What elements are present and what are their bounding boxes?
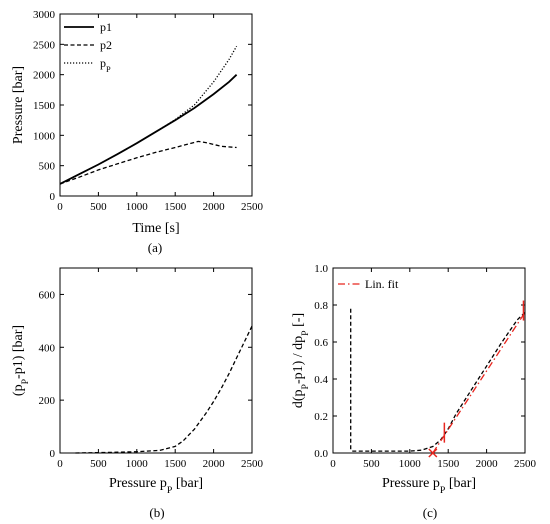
label-part: [bar] bbox=[172, 476, 203, 491]
y-tick-label: 0.4 bbox=[314, 374, 328, 386]
subscript: P bbox=[440, 485, 446, 496]
legend-label: Lin. fit bbox=[365, 277, 399, 291]
panel-a-time-pressure: 0 500 1000 1500 2000 2500 0 500 1000 1500 2000 2500… bbox=[11, 9, 264, 236]
label-part: p bbox=[100, 56, 106, 70]
y-tick-label: 0.0 bbox=[314, 448, 328, 460]
y-tick-label: 1000 bbox=[33, 130, 56, 142]
x-tick-label: 2000 bbox=[203, 201, 226, 213]
y-tick-label: 1.0 bbox=[314, 263, 328, 275]
series-line-1 bbox=[59, 140, 237, 185]
y-tick-label: 0 bbox=[50, 448, 56, 460]
x-tick-label: 500 bbox=[363, 458, 380, 470]
label-part: -p1) / dp bbox=[291, 336, 306, 384]
subscript: P bbox=[167, 485, 173, 496]
y-tick-label: 0 bbox=[50, 191, 56, 203]
y-tick-label: 0.8 bbox=[314, 300, 328, 312]
caption-c: (c) bbox=[423, 505, 437, 520]
x-tick-label: 2500 bbox=[514, 458, 537, 470]
panel-b-pressure-difference: 0 500 1000 1500 2000 2500 0 200 400 600 Pressure p… bbox=[11, 267, 264, 496]
plot-frame bbox=[332, 267, 526, 454]
y-tick-label: 600 bbox=[39, 289, 56, 301]
x-axis-label: Time [s] bbox=[132, 221, 179, 236]
y-axis-label: (pP-p1) [bar] bbox=[11, 325, 31, 396]
y-tick-label: 400 bbox=[39, 342, 56, 354]
x-tick-label: 1000 bbox=[126, 458, 149, 470]
label-part: -p1) [bar] bbox=[11, 325, 26, 379]
caption-b: (b) bbox=[149, 505, 164, 520]
x-tick-label: 0 bbox=[57, 201, 63, 213]
panel-c-derivative: 0 500 1000 1500 2000 2500 0.0 0.2 0.4 0.6 0.8 1.0 Pr… bbox=[291, 263, 537, 496]
label-part: (p bbox=[11, 384, 26, 396]
x-tick-label: 2500 bbox=[241, 458, 264, 470]
x-axis-label: Pressure pP [bar] bbox=[109, 476, 203, 496]
y-tick-label: 500 bbox=[39, 161, 56, 173]
x-tick-label: 1500 bbox=[164, 201, 187, 213]
x-tick-label: 500 bbox=[90, 458, 107, 470]
y-tick-label: 2000 bbox=[33, 70, 56, 82]
x-tick-label: 2000 bbox=[476, 458, 499, 470]
y-tick-label: 200 bbox=[39, 395, 56, 407]
x-tick-label: 1000 bbox=[399, 458, 422, 470]
label-part: Pressure p bbox=[382, 476, 440, 491]
y-tick-label: 1500 bbox=[33, 100, 56, 112]
series-line-0 bbox=[59, 74, 238, 185]
x-tick-label: 500 bbox=[90, 201, 107, 213]
subscript: P bbox=[106, 65, 111, 74]
subscript: P bbox=[300, 330, 311, 336]
y-tick-label: 0.2 bbox=[314, 411, 328, 423]
x-tick-label: 2000 bbox=[203, 458, 226, 470]
y-tick-label: 0.6 bbox=[314, 337, 328, 349]
y-axis-label: d(pP-p1) / dpP [-] bbox=[291, 313, 311, 408]
x-axis-label: Pressure pP [bar] bbox=[382, 476, 476, 496]
label-part: d(p bbox=[291, 389, 306, 408]
subscript: P bbox=[300, 383, 311, 389]
series-line-1 bbox=[432, 312, 526, 454]
x-tick-label: 1500 bbox=[164, 458, 187, 470]
y-tick-label: 2500 bbox=[33, 39, 56, 51]
legend-label: pP bbox=[100, 56, 111, 74]
x-tick-label: 0 bbox=[330, 458, 336, 470]
series-line-0 bbox=[75, 325, 253, 454]
x-tick-label: 2500 bbox=[241, 201, 264, 213]
x-tick-label: 0 bbox=[57, 458, 63, 470]
subscript: P bbox=[20, 378, 31, 384]
label-part: [-] bbox=[291, 313, 306, 331]
series-line-2 bbox=[59, 45, 238, 185]
legend-label: p2 bbox=[100, 38, 112, 52]
label-part: Pressure p bbox=[109, 476, 167, 491]
legend-label: p1 bbox=[100, 20, 112, 34]
plot-frame bbox=[59, 267, 253, 454]
x-tick-label: 1500 bbox=[437, 458, 460, 470]
series-line-0 bbox=[350, 308, 526, 452]
x-marker bbox=[428, 448, 438, 458]
x-tick-label: 1000 bbox=[126, 201, 149, 213]
label-part: [bar] bbox=[445, 476, 476, 491]
y-axis-label: Pressure [bar] bbox=[11, 66, 26, 144]
caption-a: (a) bbox=[148, 240, 162, 255]
y-tick-label: 3000 bbox=[33, 9, 56, 21]
